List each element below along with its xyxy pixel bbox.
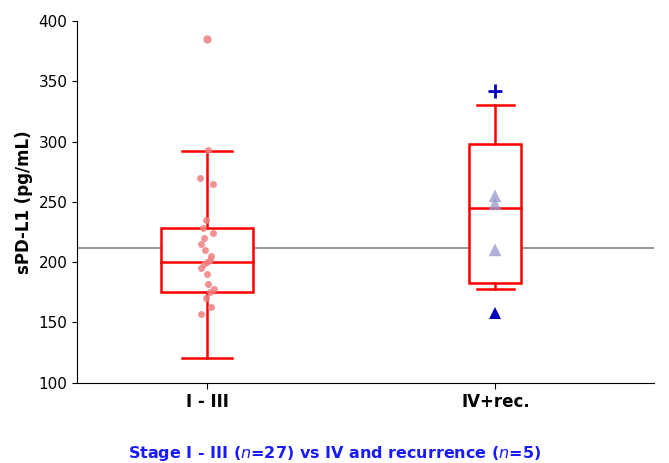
Y-axis label: sPD-L1 (pg/mL): sPD-L1 (pg/mL) [15,130,33,274]
FancyBboxPatch shape [161,228,253,292]
FancyBboxPatch shape [470,144,521,282]
Text: Stage I - III ($\mathit{n}$=27) vs IV and recurrence ($\mathit{n}$=5): Stage I - III ($\mathit{n}$=27) vs IV an… [128,444,541,463]
